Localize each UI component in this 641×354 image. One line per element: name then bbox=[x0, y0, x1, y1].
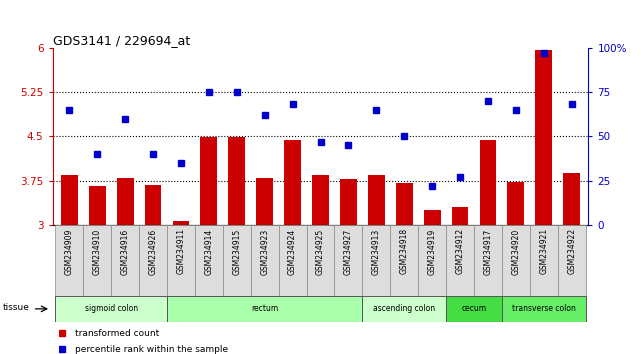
Text: GSM234912: GSM234912 bbox=[456, 228, 465, 274]
Bar bbox=[535, 50, 552, 225]
Bar bbox=[452, 207, 469, 225]
Text: GSM234924: GSM234924 bbox=[288, 228, 297, 275]
Text: transformed count: transformed count bbox=[75, 329, 160, 338]
Bar bbox=[284, 140, 301, 225]
Text: transverse colon: transverse colon bbox=[512, 304, 576, 313]
Bar bbox=[111, 225, 139, 296]
Bar bbox=[61, 175, 78, 225]
Bar bbox=[306, 225, 335, 296]
Bar bbox=[251, 225, 279, 296]
Bar bbox=[279, 225, 306, 296]
Bar bbox=[117, 178, 133, 225]
Bar bbox=[228, 137, 245, 225]
Text: GSM234916: GSM234916 bbox=[121, 228, 129, 275]
Bar bbox=[172, 221, 189, 225]
Text: GDS3141 / 229694_at: GDS3141 / 229694_at bbox=[53, 34, 190, 47]
Bar bbox=[335, 225, 362, 296]
Bar bbox=[312, 175, 329, 225]
Bar bbox=[362, 225, 390, 296]
Text: GSM234909: GSM234909 bbox=[65, 228, 74, 275]
Bar bbox=[530, 225, 558, 296]
Text: cecum: cecum bbox=[462, 304, 487, 313]
Text: GSM234917: GSM234917 bbox=[483, 228, 492, 275]
Bar bbox=[563, 173, 580, 225]
Bar bbox=[446, 225, 474, 296]
Text: GSM234919: GSM234919 bbox=[428, 228, 437, 275]
Bar bbox=[368, 175, 385, 225]
Text: rectum: rectum bbox=[251, 304, 278, 313]
Bar bbox=[424, 210, 440, 225]
Text: GSM234918: GSM234918 bbox=[400, 228, 409, 274]
Bar bbox=[145, 185, 162, 225]
Text: GSM234920: GSM234920 bbox=[512, 228, 520, 275]
Bar bbox=[83, 225, 111, 296]
Text: GSM234922: GSM234922 bbox=[567, 228, 576, 274]
Bar bbox=[223, 225, 251, 296]
Text: GSM234927: GSM234927 bbox=[344, 228, 353, 275]
Text: ascending colon: ascending colon bbox=[373, 304, 435, 313]
Bar bbox=[474, 225, 502, 296]
Bar bbox=[256, 178, 273, 225]
Bar bbox=[502, 296, 586, 322]
Bar bbox=[167, 296, 362, 322]
Bar bbox=[195, 225, 223, 296]
Text: GSM234913: GSM234913 bbox=[372, 228, 381, 275]
Bar bbox=[390, 225, 418, 296]
Bar bbox=[418, 225, 446, 296]
Bar bbox=[55, 225, 83, 296]
Bar bbox=[446, 296, 502, 322]
Text: GSM234911: GSM234911 bbox=[176, 228, 185, 274]
Text: tissue: tissue bbox=[3, 303, 29, 312]
Bar bbox=[139, 225, 167, 296]
Bar bbox=[479, 140, 496, 225]
Text: percentile rank within the sample: percentile rank within the sample bbox=[75, 345, 228, 354]
Bar bbox=[508, 182, 524, 225]
Bar bbox=[167, 225, 195, 296]
Bar bbox=[396, 183, 413, 225]
Bar bbox=[55, 296, 167, 322]
Text: GSM234925: GSM234925 bbox=[316, 228, 325, 275]
Bar bbox=[362, 296, 446, 322]
Text: GSM234915: GSM234915 bbox=[232, 228, 241, 275]
Bar bbox=[201, 137, 217, 225]
Bar bbox=[502, 225, 530, 296]
Bar bbox=[89, 187, 106, 225]
Text: GSM234921: GSM234921 bbox=[539, 228, 548, 274]
Text: GSM234926: GSM234926 bbox=[149, 228, 158, 275]
Bar bbox=[558, 225, 586, 296]
Text: GSM234914: GSM234914 bbox=[204, 228, 213, 275]
Bar bbox=[340, 179, 357, 225]
Text: sigmoid colon: sigmoid colon bbox=[85, 304, 138, 313]
Text: GSM234923: GSM234923 bbox=[260, 228, 269, 275]
Text: GSM234910: GSM234910 bbox=[93, 228, 102, 275]
